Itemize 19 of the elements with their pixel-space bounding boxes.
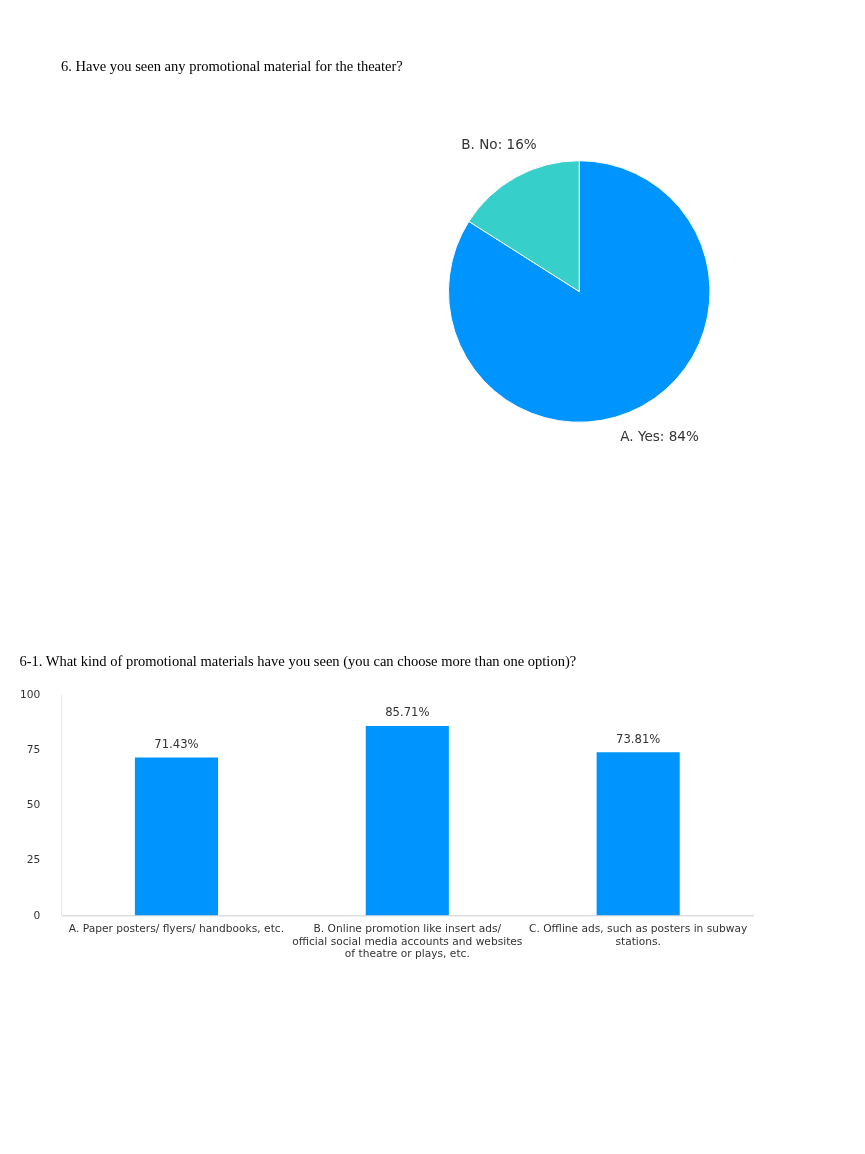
data-label: 85.71% bbox=[385, 705, 430, 720]
slice-label: B. No: 16% bbox=[461, 136, 537, 153]
chart-title: 6-1. What kind of promotional materials have you seen (you can choose more than one option)? bbox=[19, 653, 577, 671]
bar bbox=[596, 752, 680, 916]
slice-label: A. Yes: 84% bbox=[620, 428, 699, 445]
y-tick-label: 0 bbox=[33, 908, 41, 922]
x-tick-label: A. Paper posters/ flyers/ handbooks, etc. bbox=[68, 922, 285, 936]
y-tick-label: 75 bbox=[26, 743, 41, 757]
bar bbox=[365, 726, 449, 916]
pie-slice bbox=[448, 160, 711, 423]
bar bbox=[134, 757, 219, 916]
text: 6. Have you seen any promotional material for the theater? bbox=[61, 57, 403, 74]
data-label: 71.43% bbox=[154, 736, 199, 751]
y-tick-label: 100 bbox=[19, 687, 41, 701]
y-tick-label: 50 bbox=[26, 798, 41, 812]
x-tick-label: B. Online promotion like insert ads/ official social media accounts and websites of theatre or plays, etc. bbox=[292, 922, 523, 961]
y-tick-label: 25 bbox=[26, 853, 41, 867]
x-tick-label: C. Offline ads, such as posters in subway stations. bbox=[529, 922, 748, 948]
data-label: 73.81% bbox=[616, 731, 661, 746]
